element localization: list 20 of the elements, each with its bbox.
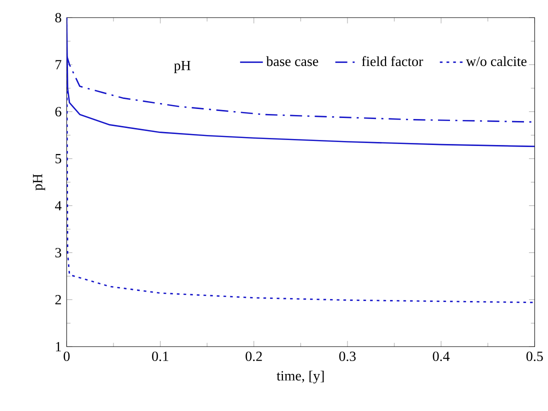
x-tick-label: 0.3: [339, 352, 356, 362]
y-tick-label: 8: [55, 12, 62, 22]
y-tick-label: 3: [55, 248, 62, 258]
legend-label: w/o calcite: [466, 56, 527, 66]
y-axis-title: pH: [33, 174, 46, 190]
legend-label: field factor: [362, 56, 424, 66]
x-tick-label: 0.1: [152, 352, 168, 362]
y-tick-label: 2: [55, 295, 61, 304]
y-tick-label: 7: [56, 60, 62, 70]
legend-title: pH: [174, 60, 190, 74]
y-tick-label: 4: [55, 201, 62, 210]
x-tick-label: 0: [64, 352, 70, 362]
y-tick-label: 1: [56, 342, 61, 352]
y-tick-label: 6: [55, 106, 62, 116]
x-tick-label: 0.5: [526, 352, 543, 362]
x-tick-label: 0.2: [246, 352, 262, 362]
y-tick-label: 5: [56, 154, 62, 164]
x-axis-title: time, [y]: [276, 370, 324, 384]
x-tick-label: 0.4: [432, 352, 450, 362]
legend-label: base case: [266, 56, 318, 66]
